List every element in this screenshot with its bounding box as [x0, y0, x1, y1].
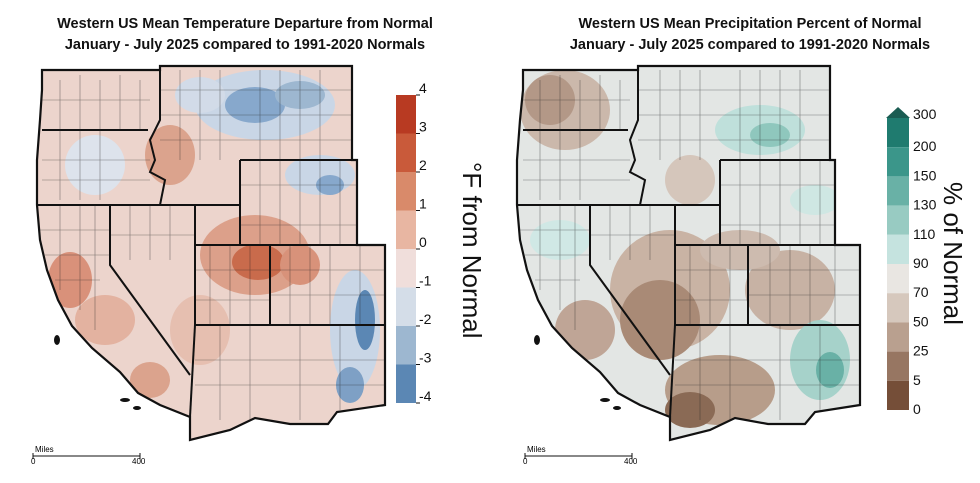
temperature-legend-tick-label: -3	[419, 350, 432, 366]
precipitation-map-title: Western US Mean Precipitation Percent of…	[490, 14, 980, 56]
precipitation-islands	[534, 335, 621, 410]
temperature-legend-tick-label: 1	[419, 196, 427, 212]
precipitation-title-line2: January - July 2025 compared to 1991-202…	[569, 37, 931, 53]
precipitation-legend-band	[887, 205, 909, 235]
temperature-scale-tick-0: 0	[31, 457, 36, 466]
temperature-county-lines	[40, 70, 385, 420]
temperature-legend-tick-label: 3	[419, 119, 427, 135]
precipitation-legend-tick-label: 200	[913, 138, 937, 154]
precipitation-legend-tick-label: 5	[913, 372, 921, 388]
temperature-legend-unit: °F from Normal	[457, 162, 487, 339]
temperature-legend-tick-label: 2	[419, 157, 427, 173]
temperature-state-borders	[37, 70, 385, 418]
precipitation-legend-band	[887, 118, 909, 148]
precipitation-legend-tick-label: 110	[913, 226, 936, 242]
precipitation-legend-tick-label: 50	[913, 313, 929, 329]
temperature-legend-band	[396, 287, 416, 326]
precipitation-scale-label: Miles	[527, 445, 546, 454]
precipitation-legend-tick-label: 300	[913, 106, 937, 122]
temperature-map: 4 3 2 1 0 -1 -2 -3 -4 Miles 0 400	[31, 64, 432, 466]
precipitation-county-lines	[520, 70, 860, 420]
precipitation-legend-tick-label: 130	[913, 197, 937, 213]
temperature-scale-bar: Miles 0 400	[31, 445, 146, 466]
temperature-legend-tick-label: -2	[419, 311, 432, 327]
precipitation-legend-tick-label: 0	[913, 401, 921, 417]
precipitation-scale-bar: Miles 0 400	[523, 445, 638, 466]
precipitation-legend-band	[887, 234, 909, 264]
precipitation-legend-tick-label: 90	[913, 255, 929, 271]
temperature-title-line1: Western US Mean Temperature Departure fr…	[57, 16, 433, 32]
precipitation-legend-tick-label: 70	[913, 284, 929, 300]
precipitation-legend-band	[887, 293, 909, 323]
precipitation-title-line1: Western US Mean Precipitation Percent of…	[578, 16, 922, 32]
temperature-legend-band	[396, 95, 416, 134]
temperature-panel: Western US Mean Temperature Departure fr…	[0, 14, 490, 466]
precipitation-legend-band	[887, 322, 909, 352]
precipitation-legend-band	[887, 264, 909, 294]
precipitation-scale-tick-0: 0	[523, 457, 528, 466]
temperature-scale-tick-400: 400	[132, 457, 146, 466]
precipitation-legend-band	[887, 351, 909, 381]
temperature-legend: 4 3 2 1 0 -1 -2 -3 -4	[396, 80, 432, 404]
temperature-map-title: Western US Mean Temperature Departure fr…	[0, 14, 490, 56]
temperature-legend-band	[396, 364, 416, 403]
precipitation-legend-overflow-arrow	[886, 107, 910, 118]
temperature-title-line2: January - July 2025 compared to 1991-202…	[64, 37, 426, 53]
temperature-legend-tick-label: 0	[419, 234, 427, 250]
temperature-scale-label: Miles	[35, 445, 54, 454]
precipitation-legend-band	[887, 380, 909, 410]
precipitation-legend-unit: % of Normal	[938, 182, 968, 326]
temperature-legend-band	[396, 326, 416, 365]
precipitation-state-borders	[517, 70, 860, 418]
temperature-legend-tick-label: -1	[419, 273, 432, 289]
precipitation-legend-band	[887, 147, 909, 177]
temperature-legend-band	[396, 172, 416, 211]
temperature-legend-band	[396, 210, 416, 249]
precipitation-legend-tick-label: 25	[913, 343, 929, 359]
precipitation-legend-band	[887, 176, 909, 206]
temperature-legend-tick-label: -4	[419, 388, 432, 404]
precipitation-panel: Western US Mean Precipitation Percent of…	[490, 0, 980, 483]
temperature-legend-band	[396, 133, 416, 172]
precipitation-legend-tick-label: 150	[913, 167, 937, 183]
precipitation-scale-tick-400: 400	[624, 457, 638, 466]
temperature-legend-tick-label: 4	[419, 80, 427, 96]
temperature-islands	[54, 335, 141, 410]
temperature-legend-band	[396, 249, 416, 288]
